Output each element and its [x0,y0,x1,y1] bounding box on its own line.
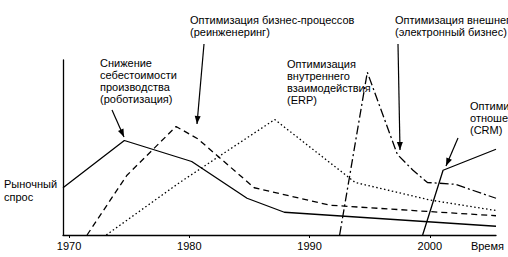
svg-text:2000: 2000 [418,240,442,252]
svg-text:Оптимизация: Оптимизация [470,100,508,112]
svg-text:Оптимизация: Оптимизация [287,58,356,70]
svg-text:производства: производства [100,81,171,93]
svg-text:(CRM): (CRM) [470,124,502,136]
svg-text:Оптимизация внешнего взаимодей: Оптимизация внешнего взаимодействия [395,14,508,26]
svg-text:(реинженеринг): (реинженеринг) [190,26,270,38]
svg-text:1980: 1980 [177,240,201,252]
svg-text:Снижение: Снижение [100,57,152,69]
svg-text:(ERP): (ERP) [287,94,317,106]
svg-text:взаимодействия: взаимодействия [287,82,371,94]
svg-text:внутреннего: внутреннего [287,70,350,82]
svg-text:отношений: отношений [470,112,508,124]
svg-text:Оптимизация бизнес-процессов: Оптимизация бизнес-процессов [190,14,355,26]
svg-text:спрос: спрос [4,191,34,203]
svg-text:(роботизация): (роботизация) [100,93,172,105]
svg-text:Время: Время [471,240,504,252]
svg-text:1970: 1970 [57,240,81,252]
svg-text:1990: 1990 [297,240,321,252]
svg-text:Рыночный: Рыночный [4,178,57,190]
svg-text:(электронный бизнес): (электронный бизнес) [395,26,507,38]
svg-text:себестоимости: себестоимости [100,69,177,81]
